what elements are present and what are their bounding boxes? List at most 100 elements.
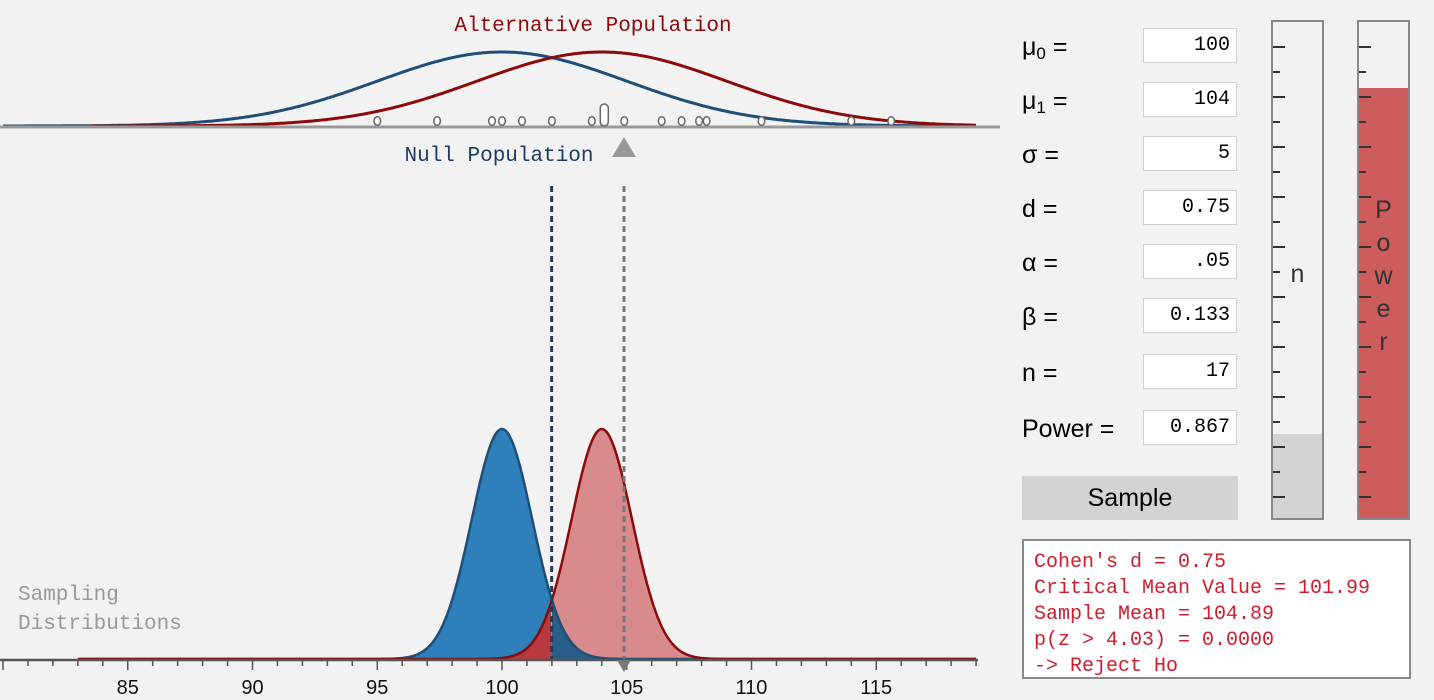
sigma-input[interactable]	[1143, 136, 1237, 171]
sampling-distributions-label-line1: Sampling	[18, 584, 119, 607]
power-gauge-letter: r	[1379, 328, 1388, 356]
alternative-sampling-area	[551, 429, 976, 659]
sample-point	[657, 115, 666, 127]
gauge-tick	[1273, 221, 1280, 223]
visualization: Alternative Population Null Population S…	[0, 15, 1000, 699]
power-label: Power =	[1022, 415, 1115, 443]
null-sampling-area	[77, 429, 552, 659]
gauge-tick	[1359, 446, 1371, 448]
result-sample-mean: Sample Mean = 104.89	[1034, 603, 1275, 626]
gauge-tick	[1359, 246, 1371, 248]
gauge-tick	[1359, 221, 1366, 223]
result-cohens-d: Cohen's d = 0.75	[1034, 551, 1227, 574]
gauge-tick	[1359, 396, 1371, 398]
sample-point	[487, 115, 497, 127]
alpha-input[interactable]	[1143, 244, 1237, 279]
gauge-tick	[1359, 71, 1366, 73]
result-p-value: p(z > 4.03) = 0.0000	[1034, 629, 1275, 652]
x-axis-tick-label: 95	[366, 677, 388, 699]
gauge-tick	[1359, 296, 1371, 298]
gauge-tick	[1359, 271, 1366, 273]
gauge-tick	[1359, 496, 1371, 498]
gauge-tick	[1273, 496, 1285, 498]
mu1-label: μ1 =	[1022, 87, 1068, 117]
n-gauge-label: n	[1290, 260, 1305, 288]
power-gauge-letter: e	[1376, 295, 1391, 323]
beta-label: β =	[1022, 303, 1058, 331]
gauge-tick	[1359, 46, 1371, 48]
gauge-tick	[1273, 121, 1280, 123]
gauge-tick	[1359, 321, 1366, 323]
d-input[interactable]	[1143, 190, 1237, 225]
results-panel: Cohen's d = 0.75 Critical Mean Value = 1…	[1022, 539, 1411, 679]
n-gauge[interactable]: n	[1271, 20, 1324, 520]
d-label: d =	[1022, 195, 1058, 223]
gauge-tick	[1273, 96, 1285, 98]
gauge-tick	[1273, 171, 1280, 173]
gauge-tick	[1359, 346, 1371, 348]
sampling-distributions	[77, 186, 976, 661]
sample-point	[587, 115, 596, 127]
alternative-population-label: Alternative Population	[454, 15, 731, 38]
gauge-tick	[1273, 321, 1280, 323]
null-population-label: Null Population	[404, 145, 593, 168]
sample-point	[757, 115, 766, 127]
gauge-tick	[1273, 271, 1280, 273]
sample-point	[433, 115, 442, 127]
x-axis-ticks: 85 90 95 100 105 110 115	[2, 660, 977, 699]
gauge-tick	[1359, 96, 1371, 98]
sample-point	[847, 115, 856, 127]
sample-points	[373, 103, 896, 127]
gauge-tick	[1359, 171, 1366, 173]
power-gauge[interactable]: P o w e r	[1357, 20, 1410, 520]
gauge-tick	[1273, 446, 1285, 448]
gauge-tick	[1359, 121, 1366, 123]
gauge-tick	[1359, 421, 1366, 423]
mu0-input[interactable]	[1143, 28, 1237, 63]
gauge-tick	[1273, 146, 1285, 148]
gauge-tick	[1273, 396, 1285, 398]
sample-button[interactable]: Sample	[1022, 476, 1238, 520]
gauge-tick	[1273, 346, 1285, 348]
x-axis-tick-label: 115	[860, 677, 892, 699]
n-label: n =	[1022, 359, 1058, 387]
power-gauge-letter: w	[1374, 262, 1393, 290]
power-input[interactable]	[1143, 410, 1237, 445]
power-gauge-label: P o w e r	[1359, 194, 1408, 359]
gauge-tick	[1359, 371, 1366, 373]
sample-point	[702, 115, 711, 127]
gauge-tick	[1273, 371, 1280, 373]
gauge-tick	[1359, 196, 1371, 198]
gauge-tick	[1273, 471, 1280, 473]
gauge-tick	[1273, 246, 1285, 248]
gauge-tick	[1273, 46, 1285, 48]
sample-point	[695, 115, 704, 127]
beta-input[interactable]	[1143, 298, 1237, 333]
sample-point	[547, 115, 556, 127]
sample-mean-marker[interactable]	[612, 137, 637, 157]
sampling-distributions-label-line2: Distributions	[18, 613, 182, 636]
gauge-tick	[1359, 146, 1371, 148]
sample-mean-axis-marker	[617, 660, 632, 672]
sample-point	[677, 115, 686, 127]
population-curves	[3, 50, 976, 128]
null-population-curve	[3, 50, 976, 128]
n-input[interactable]	[1143, 354, 1237, 389]
power-gauge-letter: o	[1376, 229, 1391, 257]
alternative-population-curve	[90, 50, 976, 128]
alpha-label: α =	[1022, 249, 1058, 277]
result-critical-mean: Critical Mean Value = 101.99	[1034, 577, 1371, 600]
n-gauge-fill	[1273, 433, 1322, 518]
x-axis-tick-label: 90	[241, 677, 263, 699]
gauge-tick	[1273, 71, 1280, 73]
sample-point	[887, 115, 896, 127]
result-decision: -> Reject Ho	[1034, 655, 1179, 678]
gauge-tick	[1273, 421, 1280, 423]
sample-point	[497, 115, 507, 127]
sample-point	[620, 115, 629, 127]
power-gauge-letter: P	[1375, 196, 1392, 224]
mu1-input[interactable]	[1143, 82, 1237, 117]
sigma-label: σ =	[1022, 141, 1059, 169]
x-axis-tick-label: 100	[485, 677, 518, 699]
gauge-tick	[1359, 471, 1366, 473]
